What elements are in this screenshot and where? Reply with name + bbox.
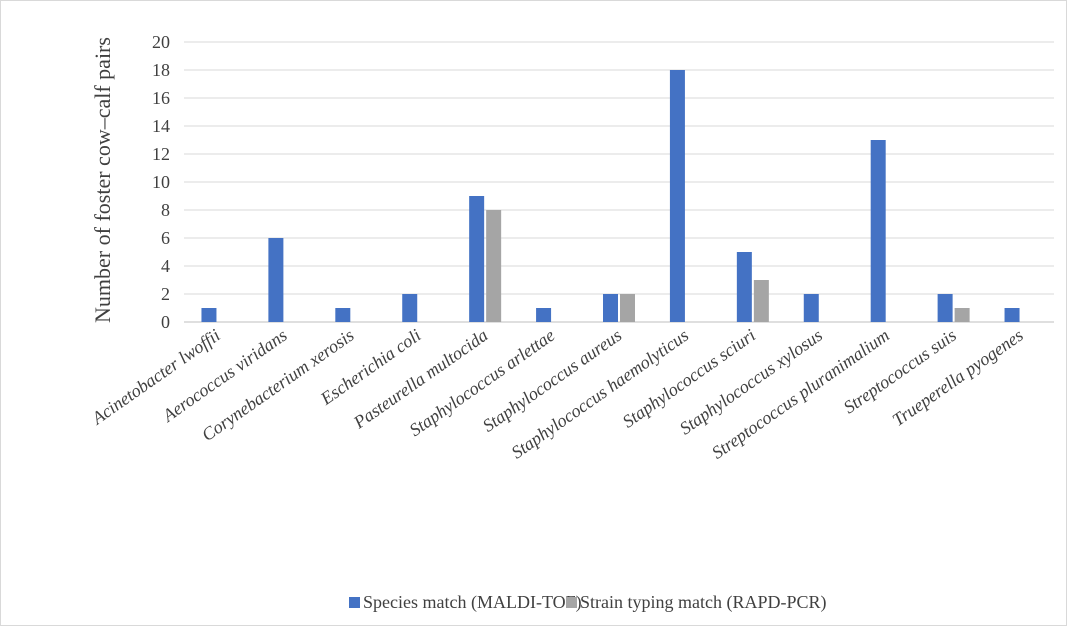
y-tick-label: 4	[161, 256, 170, 276]
bars	[201, 70, 1020, 322]
y-tick-label: 18	[152, 60, 170, 80]
bar-species	[268, 238, 284, 322]
bar-species	[469, 196, 485, 322]
x-tick-label: Streptococcus suis	[840, 325, 960, 418]
y-tick-label: 6	[161, 228, 170, 248]
legend-swatch	[349, 597, 360, 608]
bar-species	[536, 308, 552, 322]
y-tick-label: 10	[152, 172, 170, 192]
bar-species	[669, 70, 685, 322]
bar-species	[937, 294, 953, 322]
bar-species	[402, 294, 418, 322]
legend: Species match (MALDI-TOF)Strain typing m…	[349, 592, 827, 613]
bar-strain	[954, 308, 970, 322]
gridlines	[184, 41, 1054, 323]
y-tick-label: 12	[152, 144, 170, 164]
bar-species	[335, 308, 351, 322]
bar-strain	[486, 210, 502, 322]
bar-strain	[753, 280, 769, 322]
bar-species	[603, 294, 618, 322]
y-axis-label: Number of foster cow–calf pairs	[90, 37, 115, 323]
y-tick-label: 2	[161, 284, 170, 304]
legend-label: Species match (MALDI-TOF)	[363, 592, 582, 613]
bar-species	[1004, 308, 1020, 322]
y-axis-ticks: 0 2 4 6 8 10 12 14 16 18 20	[152, 32, 170, 332]
bar-strain	[620, 294, 635, 322]
y-tick-label: 8	[161, 200, 170, 220]
x-tick-label: Acinetobacter lwoffii	[87, 325, 223, 429]
legend-swatch	[566, 597, 577, 608]
y-tick-label: 20	[152, 32, 170, 52]
y-tick-label: 16	[152, 88, 170, 108]
legend-label: Strain typing match (RAPD-PCR)	[580, 592, 827, 613]
y-tick-label: 14	[152, 116, 170, 136]
bar-species	[870, 140, 886, 322]
bar-species	[803, 294, 819, 322]
y-tick-label: 0	[161, 312, 170, 332]
bar-species	[201, 308, 217, 322]
bar-species	[736, 252, 752, 322]
